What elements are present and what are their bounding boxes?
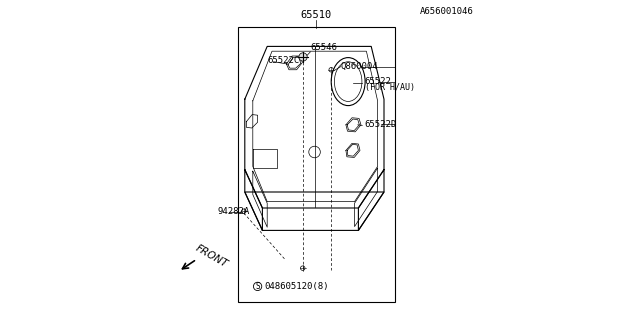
Text: 65522D: 65522D <box>365 120 397 129</box>
Text: A656001046: A656001046 <box>420 7 474 16</box>
Text: (FOR H/AU): (FOR H/AU) <box>365 83 415 92</box>
Text: 65522: 65522 <box>365 77 392 86</box>
Text: 65510: 65510 <box>301 10 332 20</box>
Text: FRONT: FRONT <box>193 243 229 269</box>
Text: 048605120(8): 048605120(8) <box>264 282 328 291</box>
Text: Q860004: Q860004 <box>340 62 378 71</box>
Circle shape <box>299 53 307 61</box>
Text: 65522C: 65522C <box>268 56 300 65</box>
Bar <box>239 27 396 302</box>
Text: S: S <box>255 282 260 291</box>
Text: 65546: 65546 <box>310 43 337 52</box>
Text: 94282A: 94282A <box>218 207 250 216</box>
